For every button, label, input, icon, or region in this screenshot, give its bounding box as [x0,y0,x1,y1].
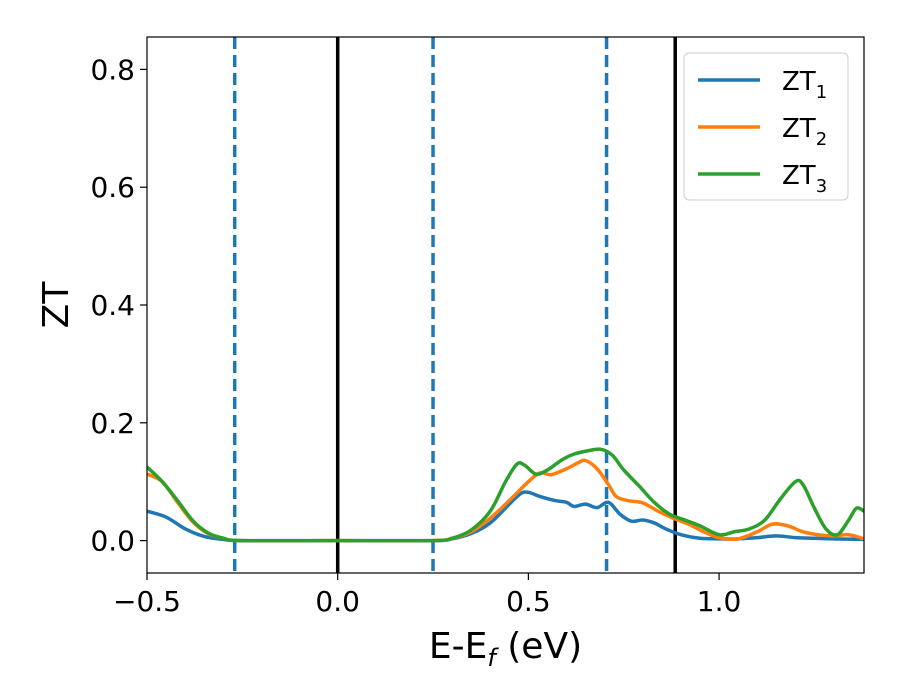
x-tick-label: 1.0 [697,585,742,618]
y-axis-ticks: 0.0 0.2 0.4 0.6 0.8 [90,53,147,558]
y-axis-label: ZT [36,281,77,329]
series-line-zt2 [147,458,864,543]
x-axis-ticks: −0.5 0.0 0.5 1.0 [113,573,741,618]
x-tick-label: −0.5 [113,585,181,618]
x-tick-label: 0.0 [315,585,360,618]
legend-label-zt2: ZT2 [782,114,827,150]
series-lines [147,447,864,543]
y-tick-label: 0.4 [90,289,135,322]
legend-label-zt1: ZT1 [782,67,827,103]
y-tick-label: 0.8 [90,53,135,86]
x-axis-label: E-Ef (eV) [429,626,582,672]
legend: ZT1 ZT2 ZT3 [683,52,849,201]
y-tick-label: 0.0 [90,525,135,558]
x-axis-label-main: E-E [429,626,487,667]
legend-box [683,52,849,201]
legend-label-zt3: ZT3 [782,161,827,197]
x-tick-label: 0.5 [506,585,551,618]
x-axis-label-tail: (eV) [496,626,582,667]
series-line-zt3 [147,447,864,543]
reference-lines [232,37,677,573]
y-tick-label: 0.6 [90,171,135,204]
y-tick-label: 0.2 [90,407,135,440]
